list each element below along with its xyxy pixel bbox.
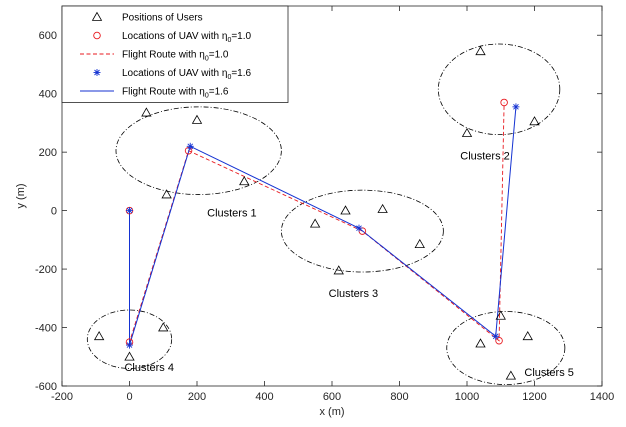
legend-label-uav10: Locations of UAV with η0=1.0 [122, 31, 252, 44]
user-point [475, 338, 486, 348]
x-tick-label: 1400 [590, 391, 614, 403]
x-tick-label: 200 [188, 391, 206, 403]
x-tick-label: 0 [126, 391, 132, 403]
legend-label-uav16: Locations of UAV with η0=1.6 [122, 68, 252, 81]
user-point [495, 310, 506, 320]
user-point [309, 218, 321, 228]
cluster-ellipse [115, 106, 282, 195]
y-tick-label: 600 [39, 30, 57, 42]
uav-point-eta-1-0 [500, 98, 508, 107]
user-point [158, 322, 169, 332]
cluster-ellipse [86, 309, 173, 369]
x-axis-label: x (m) [319, 406, 344, 418]
cluster-label: Clusters 5 [524, 367, 574, 379]
x-tick-label: 1200 [522, 391, 546, 403]
y-tick-label: 0 [51, 206, 57, 218]
cluster-ellipse [280, 189, 444, 273]
user-point [529, 116, 540, 126]
user-point [522, 331, 533, 341]
cluster-label: Clusters 3 [329, 288, 379, 300]
legend-label-route16: Flight Route with η0=1.6 [122, 87, 229, 100]
legend-label-route10: Flight Route with η0=1.0 [122, 50, 229, 63]
user-point [475, 46, 486, 56]
uav-point-eta-1-6 [512, 103, 520, 111]
user-point [239, 176, 250, 186]
route-eta-1-0 [129, 102, 505, 343]
legend-symbol-users [91, 11, 103, 21]
legend-symbol-uav-1-6 [93, 69, 101, 76]
x-tick-label: 800 [390, 391, 408, 403]
user-point [141, 107, 152, 117]
user-point [161, 189, 172, 199]
user-point [333, 265, 344, 275]
cluster-label: Clusters 2 [460, 150, 510, 162]
route-eta-1-6 [129, 106, 517, 346]
x-tick-label: 600 [323, 391, 341, 403]
cluster-label: Clusters 4 [124, 362, 174, 374]
y-tick-label: -400 [35, 323, 57, 335]
legend-symbol-uav-1-0 [93, 31, 101, 40]
uav-point-eta-1-0 [495, 336, 503, 345]
uav-point-eta-1-6 [126, 207, 133, 215]
uav-point-eta-1-6 [126, 341, 133, 349]
x-tick-label: -200 [51, 391, 73, 403]
y-tick-label: -600 [35, 381, 57, 393]
uav-point-eta-1-6 [355, 224, 363, 232]
cluster-ellipse [446, 311, 566, 385]
user-point [461, 127, 473, 137]
cluster-label: Clusters 1 [207, 207, 257, 219]
legend-label-users: Positions of Users [122, 13, 203, 24]
x-tick-label: 400 [255, 391, 273, 403]
y-tick-label: -200 [35, 264, 57, 276]
user-point [377, 203, 388, 213]
user-point [93, 331, 105, 341]
y-tick-label: 400 [39, 89, 57, 101]
user-point [414, 238, 425, 249]
cluster-ellipse [437, 43, 561, 136]
uav-point-eta-1-6 [186, 142, 194, 150]
y-axis-label: y (m) [15, 183, 27, 208]
user-point [505, 370, 517, 380]
uav-point-eta-1-6 [492, 332, 500, 340]
y-tick-label: 200 [39, 147, 57, 159]
user-point [124, 351, 135, 361]
x-tick-label: 1000 [455, 391, 479, 403]
user-point [340, 205, 351, 215]
user-point [191, 114, 203, 124]
